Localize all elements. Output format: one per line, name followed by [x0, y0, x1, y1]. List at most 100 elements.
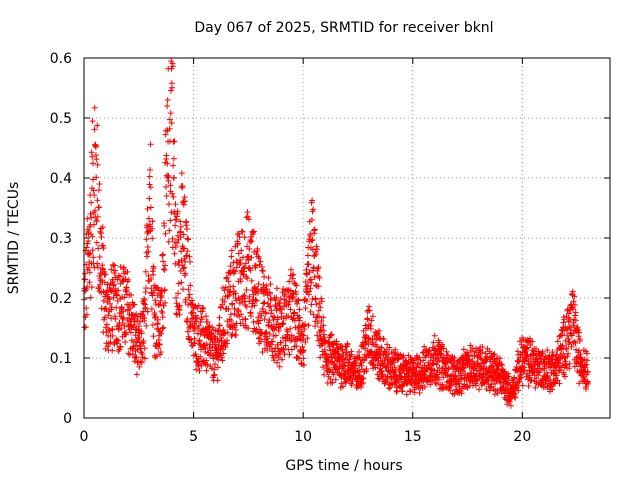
- data-point: [203, 367, 210, 374]
- data-point: [172, 201, 179, 208]
- data-point: [185, 286, 192, 293]
- data-point: [82, 270, 89, 277]
- data-point: [177, 228, 184, 235]
- data-point: [145, 248, 152, 255]
- data-point: [237, 320, 244, 327]
- data-point: [313, 301, 320, 308]
- data-point: [96, 181, 103, 188]
- data-point: [94, 197, 101, 204]
- data-point: [230, 283, 237, 290]
- data-point: [248, 238, 255, 245]
- data-point: [140, 337, 147, 344]
- data-point: [141, 297, 148, 304]
- data-point: [220, 350, 227, 357]
- data-point: [210, 355, 217, 362]
- data-point: [210, 372, 217, 379]
- data-point: [252, 262, 259, 269]
- data-point: [233, 332, 240, 339]
- data-point: [87, 210, 94, 217]
- data-point: [170, 138, 177, 145]
- data-point: [232, 326, 239, 333]
- data-point: [137, 343, 144, 350]
- data-point: [159, 252, 166, 259]
- data-point: [107, 300, 114, 307]
- data-point: [107, 339, 114, 346]
- data-point: [261, 299, 268, 306]
- data-point: [83, 244, 90, 251]
- data-point: [113, 292, 120, 299]
- data-point: [212, 341, 219, 348]
- data-point: [179, 183, 186, 190]
- data-point: [117, 343, 124, 350]
- data-point: [563, 361, 570, 368]
- data-point: [136, 363, 143, 370]
- data-point: [85, 238, 92, 245]
- data-point: [198, 362, 205, 369]
- data-point: [153, 352, 160, 359]
- data-point: [143, 285, 150, 292]
- data-point: [195, 322, 202, 329]
- data-point: [91, 126, 98, 133]
- data-point: [214, 364, 221, 371]
- data-point: [228, 253, 235, 260]
- x-tick-label: 10: [294, 429, 312, 445]
- data-point: [175, 280, 182, 287]
- data-point: [225, 306, 232, 313]
- data-point: [320, 364, 327, 371]
- data-point: [181, 264, 188, 271]
- data-point: [174, 232, 181, 239]
- data-point: [123, 331, 130, 338]
- data-point: [244, 275, 251, 282]
- data-point: [255, 255, 262, 262]
- data-point: [101, 314, 108, 321]
- data-point: [229, 331, 236, 338]
- data-point: [571, 322, 578, 329]
- data-point: [317, 304, 324, 311]
- data-point: [170, 155, 177, 162]
- data-point: [380, 335, 387, 342]
- data-point: [126, 351, 133, 358]
- data-point: [173, 294, 180, 301]
- data-point: [314, 246, 321, 253]
- data-point: [185, 294, 192, 301]
- data-point: [169, 60, 176, 67]
- y-tick-label: 0.5: [50, 111, 72, 127]
- data-point: [256, 310, 263, 317]
- data-point: [177, 218, 184, 225]
- data-point: [120, 308, 127, 315]
- data-point: [149, 292, 156, 299]
- data-point: [149, 321, 156, 328]
- data-point: [219, 346, 226, 353]
- data-point: [120, 264, 127, 271]
- data-point: [253, 297, 260, 304]
- data-point: [292, 281, 299, 288]
- data-point: [255, 281, 262, 288]
- data-point: [173, 213, 180, 220]
- data-point: [192, 312, 199, 319]
- data-point: [207, 335, 214, 342]
- data-point: [95, 264, 102, 271]
- data-point: [108, 315, 115, 322]
- data-point: [148, 276, 155, 283]
- data-point: [161, 286, 168, 293]
- data-point: [128, 316, 135, 323]
- data-point: [174, 239, 181, 246]
- data-point: [305, 261, 312, 268]
- data-point: [102, 324, 109, 331]
- data-point: [307, 308, 314, 315]
- data-point: [165, 201, 172, 208]
- data-point: [238, 247, 245, 254]
- data-point: [237, 259, 244, 266]
- data-point: [134, 313, 141, 320]
- data-point: [111, 313, 118, 320]
- data-point: [176, 303, 183, 310]
- data-point: [125, 350, 132, 357]
- data-point: [237, 256, 244, 263]
- data-point: [151, 314, 158, 321]
- data-point: [255, 314, 262, 321]
- data-point: [103, 321, 110, 328]
- data-point: [209, 352, 216, 359]
- data-point: [261, 316, 268, 323]
- data-point: [98, 270, 105, 277]
